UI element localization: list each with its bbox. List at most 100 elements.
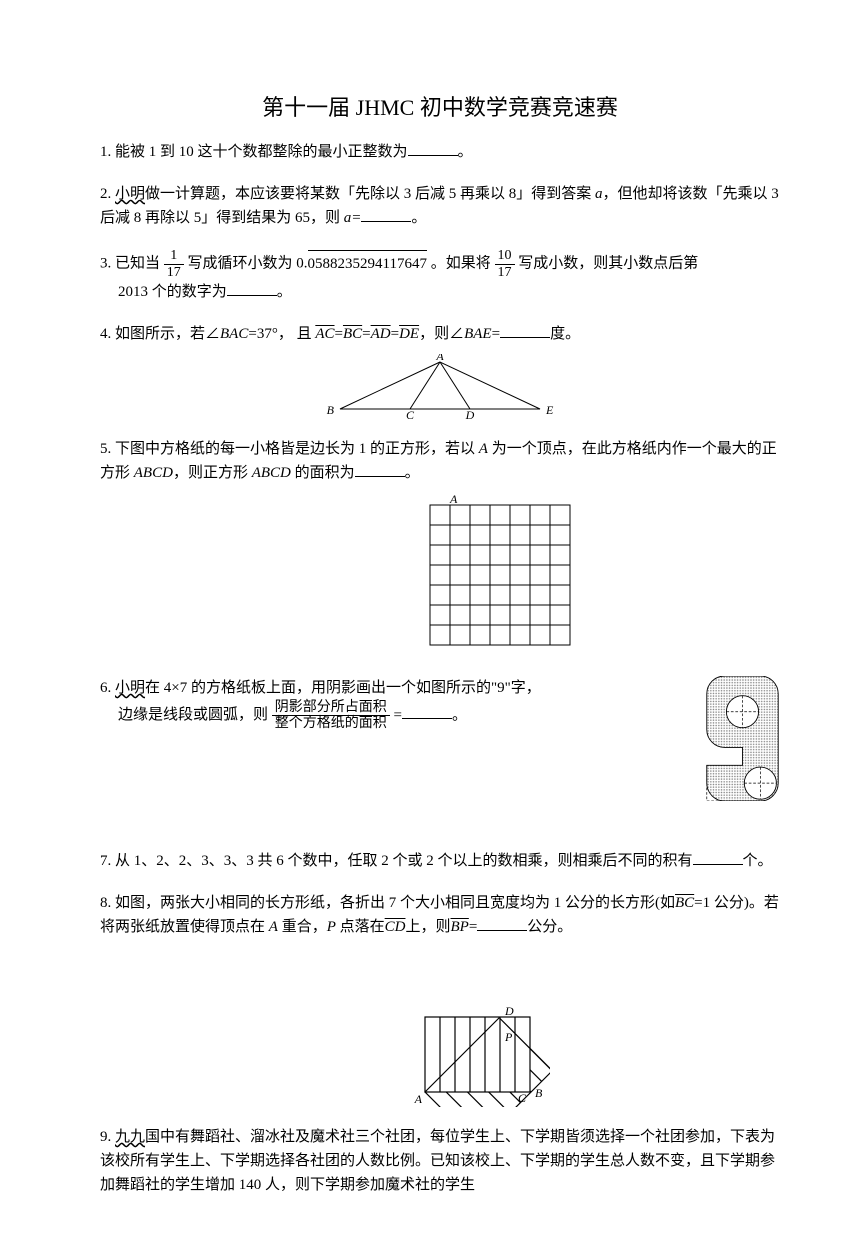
svg-text:E: E xyxy=(545,403,554,417)
blank xyxy=(693,849,743,865)
angle-bac: BAC xyxy=(220,326,248,342)
suffix: 度。 xyxy=(550,326,580,342)
denominator: 17 xyxy=(495,265,515,280)
numerator: 1 xyxy=(164,248,184,264)
eq: = xyxy=(492,326,500,342)
seg-ad: AD xyxy=(371,326,391,342)
angle-bae: BAE xyxy=(464,326,492,342)
text: 下图中方格纸的每一小格皆是边长为 1 的正方形，若以 xyxy=(115,441,479,457)
point-p: P xyxy=(327,919,336,935)
period: 。 xyxy=(458,144,473,160)
suffix: 个。 xyxy=(743,853,773,869)
problem-1: 1. 能被 1 到 10 这十个数都整除的最小正整数为 。 xyxy=(100,140,780,164)
eq: = xyxy=(362,326,370,342)
text: 已知当 xyxy=(115,256,160,272)
text: 写成循环小数为 0. xyxy=(188,256,308,272)
blank xyxy=(227,280,277,296)
problem-4: 4. 如图所示，若∠BAC=37°， 且 AC=BC=AD=DE，则∠BAE=度… xyxy=(100,322,780,419)
eq: = xyxy=(335,326,343,342)
text: ，则∠ xyxy=(419,326,464,342)
text: 点落在 xyxy=(336,919,385,935)
abcd: ABCD xyxy=(134,465,173,481)
seg-cd: CD xyxy=(385,919,406,935)
problem-number: 9. xyxy=(100,1129,111,1145)
grid-figure: A xyxy=(100,493,780,658)
problem-7: 7. 从 1、2、2、3、3、3 共 6 个数中，任取 2 个或 2 个以上的数… xyxy=(100,849,780,873)
eq: = xyxy=(469,919,477,935)
point-a: A xyxy=(479,441,488,457)
period: 。 xyxy=(411,210,426,226)
problem-3: 3. 已知当 117 写成循环小数为 0.0588235294117647 。如… xyxy=(100,248,780,304)
period: 。 xyxy=(452,707,467,723)
problem-6: 6. 小明在 4×7 的方格纸板上面，用阴影画出一个如图所示的"9"字， 边缘是… xyxy=(100,676,780,831)
fraction-10-17: 1017 xyxy=(495,248,515,280)
abcd2: ABCD xyxy=(252,465,291,481)
svg-text:B: B xyxy=(535,1086,543,1100)
numerator: 10 xyxy=(495,248,515,264)
blank xyxy=(500,322,550,338)
text: 重合， xyxy=(278,919,327,935)
problem-9: 9. 九九国中有舞蹈社、溜冰社及魔术社三个社团，每位学生上、下学期皆须选择一个社… xyxy=(100,1125,780,1197)
blank xyxy=(408,140,458,156)
text: 如图，两张大小相同的长方形纸，各折出 7 个大小相同且宽度均为 1 公分的长方形… xyxy=(115,895,675,911)
ratio-fraction: 阴影部分所占面积整个方格纸的面积 xyxy=(272,700,390,732)
eq: = xyxy=(391,326,399,342)
problem-number: 8. xyxy=(100,895,111,911)
fraction-1-17: 117 xyxy=(164,248,184,280)
text: =37°， 且 xyxy=(248,326,311,342)
suffix: 公分。 xyxy=(527,919,572,935)
period: 。 xyxy=(277,284,292,300)
seg-ac: AC xyxy=(315,326,334,342)
svg-text:A: A xyxy=(449,493,458,506)
text: 在 4×7 的方格纸板上面，用阴影画出一个如图所示的"9"字， xyxy=(145,680,541,696)
svg-text:A: A xyxy=(414,1092,423,1106)
blank xyxy=(355,461,405,477)
seg-bc: BC xyxy=(675,895,694,911)
problem-5: 5. 下图中方格纸的每一小格皆是边长为 1 的正方形，若以 A 为一个顶点，在此… xyxy=(100,437,780,658)
var-a: a xyxy=(595,186,603,202)
problem-number: 1. xyxy=(100,144,111,160)
problem-text: 能被 1 到 10 这十个数都整除的最小正整数为 xyxy=(115,144,408,160)
svg-text:D: D xyxy=(465,408,475,419)
svg-text:C: C xyxy=(518,1091,527,1105)
text: 写成小数，则其小数点后第 xyxy=(518,256,698,272)
period: 。 xyxy=(405,465,420,481)
text: 上，则 xyxy=(405,919,450,935)
name-xiaoming: 小明 xyxy=(115,186,145,202)
problem-number: 2. xyxy=(100,186,111,202)
school-name: 九九 xyxy=(115,1129,145,1145)
svg-text:C: C xyxy=(406,408,415,419)
var-a-eq: a= xyxy=(344,210,362,226)
page-title: 第十一届 JHMC 初中数学竞赛竞速赛 xyxy=(100,90,780,125)
text: 2013 个的数字为 xyxy=(118,284,227,300)
svg-text:P: P xyxy=(504,1030,513,1044)
blank xyxy=(477,915,527,931)
text: 从 1、2、2、3、3、3 共 6 个数中，任取 2 个或 2 个以上的数相乘，… xyxy=(115,853,693,869)
text: 。如果将 xyxy=(427,256,491,272)
text: 的面积为 xyxy=(291,465,355,481)
nine-figure xyxy=(705,676,780,801)
seg-bc: BC xyxy=(343,326,362,342)
text: ，则正方形 xyxy=(173,465,252,481)
svg-text:A: A xyxy=(435,354,444,363)
problem-8: 8. 如图，两张大小相同的长方形纸，各折出 7 个大小相同且宽度均为 1 公分的… xyxy=(100,891,780,1107)
triangle-figure: A B C D E xyxy=(100,354,780,419)
denominator: 整个方格纸的面积 xyxy=(272,716,390,731)
problem-number: 4. xyxy=(100,326,111,342)
seg-de: DE xyxy=(399,326,419,342)
seg-bp: BP xyxy=(451,919,469,935)
problem-number: 7. xyxy=(100,853,111,869)
problem-number: 3. xyxy=(100,256,111,272)
denominator: 17 xyxy=(164,265,184,280)
name-xiaoming: 小明 xyxy=(115,680,145,696)
continuation: 2013 个的数字为 。 xyxy=(100,280,780,304)
svg-text:B: B xyxy=(327,403,335,417)
problem-number: 6. xyxy=(100,680,111,696)
folded-paper-figure: A B C D P xyxy=(100,947,780,1107)
problem-2: 2. 小明做一计算题，本应该要将某数「先除以 3 后减 5 再乘以 8」得到答案… xyxy=(100,182,780,230)
text: 国中有舞蹈社、溜冰社及魔术社三个社团，每位学生上、下学期皆须选择一个社团参加，下… xyxy=(100,1129,775,1193)
text: 如图所示，若∠ xyxy=(115,326,220,342)
problem-number: 5. xyxy=(100,441,111,457)
text: 做一计算题，本应该要将某数「先除以 3 后减 5 再乘以 8」得到答案 xyxy=(145,186,595,202)
blank xyxy=(402,703,452,719)
